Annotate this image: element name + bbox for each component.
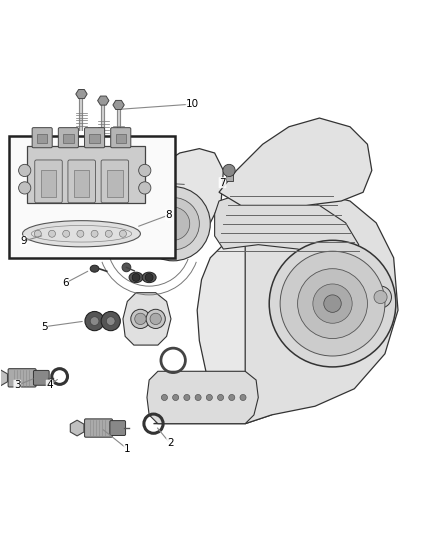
Circle shape [105,230,112,237]
Bar [89,134,100,143]
Bar [226,171,233,181]
FancyBboxPatch shape [27,147,145,203]
Polygon shape [76,90,87,99]
FancyBboxPatch shape [8,369,36,387]
Circle shape [374,290,387,304]
Circle shape [139,182,151,194]
Text: 9: 9 [20,236,27,246]
Circle shape [195,394,201,400]
Circle shape [85,311,104,330]
Circle shape [120,230,127,237]
Bar [10,135,175,258]
Polygon shape [125,149,223,258]
Circle shape [49,230,56,237]
FancyBboxPatch shape [35,160,62,203]
Ellipse shape [142,272,156,282]
FancyBboxPatch shape [111,128,131,148]
Circle shape [101,311,120,330]
Circle shape [370,286,392,308]
Circle shape [161,394,167,400]
Circle shape [139,164,151,176]
Circle shape [18,182,31,194]
FancyBboxPatch shape [68,160,95,203]
FancyBboxPatch shape [58,128,78,148]
Circle shape [34,230,41,237]
Text: 5: 5 [41,322,48,332]
Polygon shape [147,372,258,424]
Polygon shape [219,118,372,205]
Bar [41,171,56,197]
Circle shape [77,230,84,237]
Bar [37,134,47,143]
Text: 1: 1 [124,444,131,454]
Circle shape [184,394,190,400]
Polygon shape [113,100,124,109]
Text: 10: 10 [186,99,199,109]
FancyBboxPatch shape [101,160,129,203]
Ellipse shape [90,265,99,272]
Circle shape [90,317,99,326]
Polygon shape [153,236,324,424]
Bar [63,134,74,143]
Circle shape [280,251,385,356]
Bar [116,134,126,143]
Circle shape [122,263,131,272]
Circle shape [63,230,70,237]
Text: 8: 8 [166,210,172,220]
Bar [74,171,89,197]
Circle shape [18,164,31,176]
Circle shape [173,394,179,400]
Polygon shape [215,192,359,258]
Circle shape [145,273,153,281]
Circle shape [218,394,224,400]
Text: 3: 3 [14,380,21,390]
Circle shape [91,230,98,237]
Text: 4: 4 [46,380,53,390]
FancyBboxPatch shape [85,419,113,437]
Circle shape [135,313,146,325]
Polygon shape [0,370,7,386]
Circle shape [146,309,165,328]
Circle shape [156,207,190,240]
Circle shape [324,295,341,312]
Circle shape [229,394,235,400]
FancyBboxPatch shape [110,421,126,435]
Circle shape [240,394,246,400]
Polygon shape [123,293,171,345]
Ellipse shape [22,221,141,247]
Text: 2: 2 [167,438,173,448]
Polygon shape [98,96,109,105]
Circle shape [313,284,352,323]
FancyBboxPatch shape [85,128,105,148]
FancyBboxPatch shape [32,128,52,148]
Ellipse shape [129,272,143,282]
Circle shape [150,313,161,325]
Text: 7: 7 [219,177,226,188]
Circle shape [131,309,150,328]
Polygon shape [70,420,84,436]
Circle shape [106,317,115,326]
Text: 6: 6 [62,278,69,288]
Circle shape [223,164,235,176]
Circle shape [147,198,199,250]
Bar [107,171,123,197]
Circle shape [206,394,212,400]
FancyBboxPatch shape [33,370,49,385]
Polygon shape [245,192,398,424]
Circle shape [136,187,210,261]
Circle shape [132,273,140,281]
Circle shape [269,240,396,367]
Circle shape [297,269,367,338]
